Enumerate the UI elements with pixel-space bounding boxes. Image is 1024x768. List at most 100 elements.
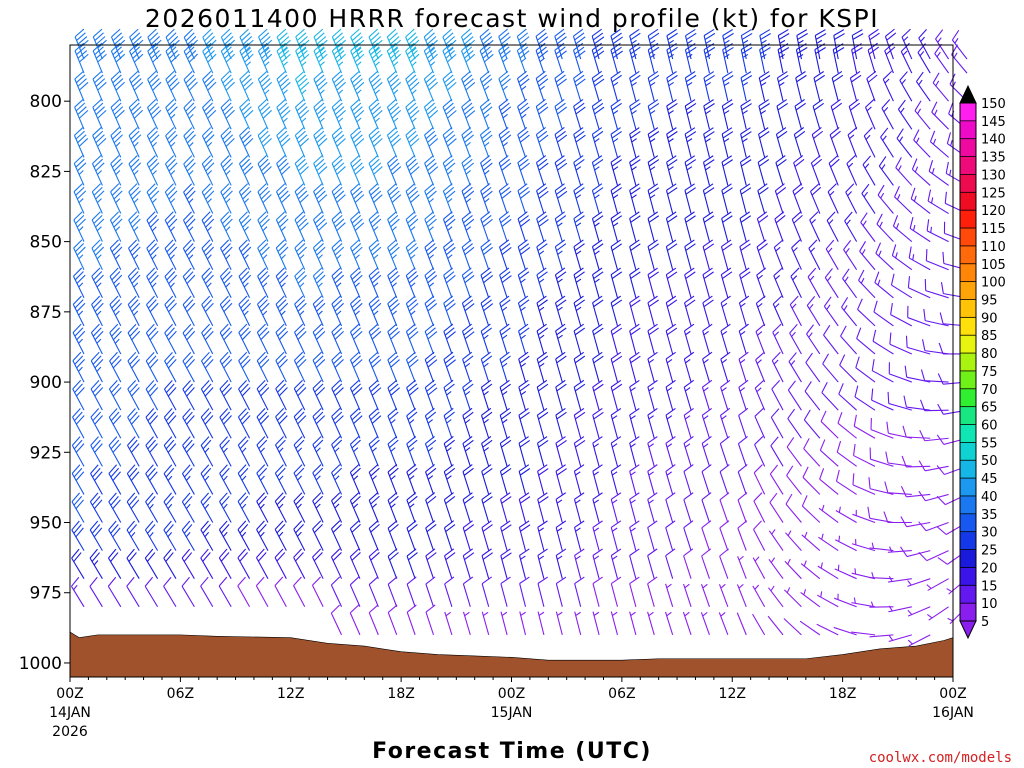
wind-barb	[145, 492, 159, 523]
barb-tick	[442, 126, 453, 136]
barb-tick	[427, 162, 437, 171]
barb-tick	[129, 299, 139, 309]
barb-tick	[332, 552, 342, 561]
barb-tick	[356, 117, 362, 123]
wind-barb	[164, 239, 178, 270]
wind-barb	[387, 211, 400, 242]
barb-tick	[464, 611, 470, 617]
barb-tick	[684, 295, 695, 304]
barb-tick	[186, 246, 196, 256]
barb-tick	[592, 295, 603, 304]
y-tick-label: 900	[30, 373, 62, 393]
barb-tick	[184, 214, 194, 225]
barb-tick	[427, 387, 438, 396]
wind-barb	[443, 295, 456, 327]
barb-shaft	[826, 220, 839, 242]
barb-shaft	[799, 620, 821, 636]
barb-tick	[170, 254, 175, 260]
barb-tick	[498, 127, 509, 136]
barb-tick	[368, 351, 379, 361]
barb-tick	[683, 436, 694, 444]
barb-tick	[685, 243, 696, 251]
wind-barb	[331, 351, 344, 383]
wind-barb	[74, 98, 89, 130]
barb-shaft	[701, 415, 710, 439]
barb-tick	[742, 39, 749, 44]
barb-tick	[462, 464, 473, 473]
barb-tick	[517, 183, 528, 192]
barb-tick	[387, 239, 397, 248]
barb-tick	[630, 102, 641, 111]
wind-barb	[406, 520, 418, 551]
barb-tick	[150, 218, 160, 228]
barb-tick	[793, 214, 803, 224]
barb-tick	[629, 323, 640, 332]
barb-shaft	[924, 409, 949, 412]
wind-barb	[201, 127, 215, 158]
barb-tick	[738, 379, 749, 388]
barb-tick	[222, 503, 228, 509]
wind-barb	[790, 267, 802, 299]
barb-tick	[406, 46, 417, 56]
wind-barb	[701, 464, 712, 495]
barb-tick	[702, 379, 713, 388]
barb-tick	[167, 102, 177, 112]
wind-barb	[517, 211, 531, 242]
barb-shaft	[819, 478, 839, 495]
wind-barb	[823, 296, 839, 327]
barb-shaft	[887, 462, 912, 467]
wind-barb	[331, 98, 346, 130]
barb-tick	[313, 183, 323, 192]
barb-shaft	[500, 611, 508, 636]
wind-barb	[555, 464, 567, 495]
wind-barb	[876, 213, 894, 242]
barb-tick	[462, 436, 473, 444]
wind-barb	[610, 520, 622, 551]
barb-tick	[260, 387, 270, 397]
barb-tick	[282, 89, 288, 95]
wind-barb	[239, 127, 254, 158]
barb-shaft	[785, 503, 802, 523]
barb-tick	[91, 552, 100, 562]
wind-barb	[701, 407, 712, 439]
barb-tick	[593, 299, 604, 308]
barb-tick	[318, 81, 328, 91]
wind-barb	[181, 576, 195, 608]
wind-barb	[555, 576, 567, 607]
barb-tick	[130, 130, 140, 140]
barb-shaft	[481, 583, 490, 607]
barb-tick	[863, 127, 873, 137]
barb-tick	[647, 70, 659, 79]
barb-tick	[667, 131, 678, 139]
barb-tick	[73, 495, 83, 506]
barb-tick	[757, 211, 768, 220]
wind-barb	[257, 42, 273, 74]
barb-tick	[518, 379, 529, 388]
wind-barb	[201, 155, 215, 186]
barb-tick	[833, 47, 845, 54]
barb-tick	[444, 215, 455, 224]
barb-tick	[500, 327, 511, 336]
wind-barb	[110, 28, 126, 60]
barb-tick	[630, 32, 641, 41]
barb-tick	[754, 407, 764, 417]
wind-barb	[442, 98, 457, 130]
wind-barb	[350, 239, 363, 270]
barb-tick	[387, 70, 397, 80]
barb-tick	[225, 109, 235, 119]
wind-barb	[257, 183, 272, 214]
barb-tick	[257, 267, 267, 277]
wind-barb	[800, 589, 821, 608]
wind-barb	[855, 356, 876, 383]
barb-tick	[238, 183, 249, 193]
barb-tick	[408, 552, 418, 561]
barb-tick	[479, 70, 490, 80]
barb-tick	[207, 39, 217, 49]
barb-tick	[739, 183, 751, 191]
wind-barb	[610, 611, 619, 636]
barb-tick	[109, 380, 118, 390]
barb-shaft	[701, 499, 710, 523]
barb-tick	[556, 327, 567, 336]
barb-tick	[333, 355, 343, 365]
barb-tick	[262, 254, 268, 260]
